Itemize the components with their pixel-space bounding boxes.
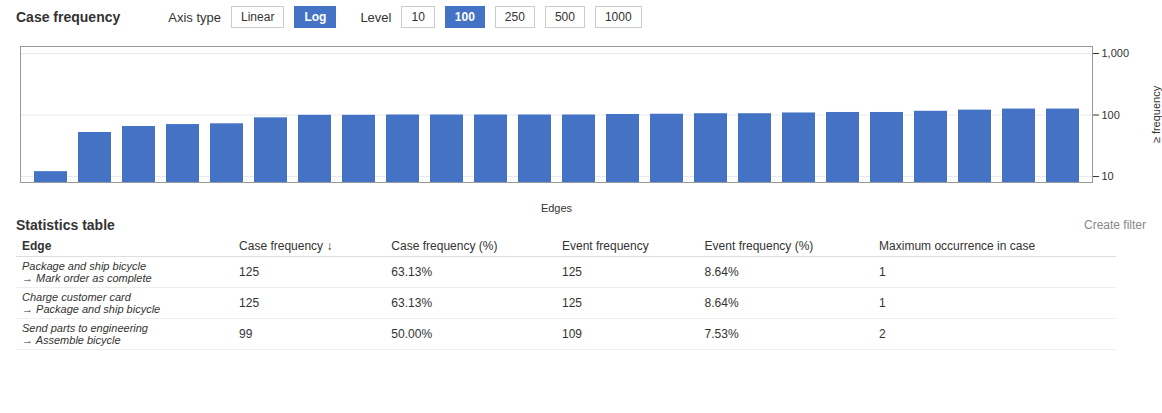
html-text:Send parts to engineering → As: Send parts to engineering → Assemble bic… [22,322,148,346]
html-text:125: 125 [562,296,582,310]
html-text:1: 1 [879,265,886,279]
html-text:Statistics table: Statistics table [16,217,115,233]
html-text:7.53%: 7.53% [704,327,739,341]
html-text:Case frequency (%): Case frequency (%) [391,239,498,253]
svg-text:Edges: Edges [541,202,573,214]
svg-text:10: 10 [1102,170,1114,182]
html-text:Level: Level [360,9,392,25]
html-text:109: 109 [562,327,582,341]
html-text:63.13%: 63.13% [391,265,433,279]
html-text:Case frequency: Case frequency [16,9,121,25]
html-text:Maximum occurrence in case: Maximum occurrence in case [879,239,1036,253]
html-text:Create filter: Create filter [1084,218,1146,232]
html-text:Package and ship bicycle → Mar: Package and ship bicycle → Mark order as… [22,260,152,284]
html-text:8.64%: 8.64% [704,296,739,310]
html-text:125: 125 [239,265,260,279]
html-text:125: 125 [239,296,260,310]
html-text:Case frequency ↓: Case frequency ↓ [239,239,333,253]
html-text:125: 125 [562,265,582,279]
svg-text:1,000: 1,000 [1102,47,1130,59]
html-text:63.13%: 63.13% [391,296,433,310]
html-text:1000: 1000 [604,10,632,24]
html-text:1: 1 [879,296,886,310]
html-text:Event frequency: Event frequency [562,239,649,253]
html-text:250: 250 [504,10,525,24]
svg-text:≥ frequency: ≥ frequency [1150,85,1162,143]
html-text:Charge customer card → Package: Charge customer card → Package and ship … [22,291,161,315]
html-text:2: 2 [879,327,886,341]
html-text:99: 99 [239,327,253,341]
html-text:50.00%: 50.00% [391,327,433,341]
svg-text:100: 100 [1102,109,1120,121]
html-text:Linear: Linear [241,10,275,24]
html-text:100: 100 [454,10,475,24]
html-text:10: 10 [411,10,425,24]
html-text:Edge: Edge [22,239,52,253]
html-text:8.64%: 8.64% [704,265,739,279]
html-text:Axis type: Axis type [168,9,221,25]
html-text:500: 500 [554,10,575,24]
html-text:Log: Log [304,10,327,24]
html-text:Event frequency (%): Event frequency (%) [704,239,814,253]
